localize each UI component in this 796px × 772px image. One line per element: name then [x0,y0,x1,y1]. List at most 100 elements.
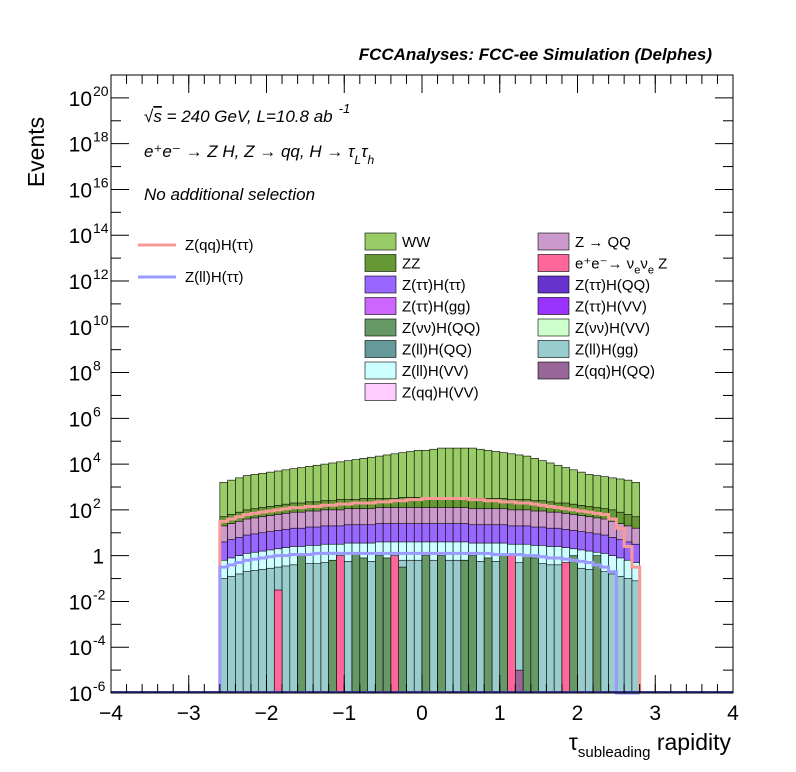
spike-bar [398,566,407,694]
bar-llgg [491,561,501,694]
legend-bkg-label: WW [402,234,431,251]
bar-llgg [445,559,454,694]
spike-bar [468,555,477,694]
legend-bkg-label: Z(ll)H(VV) [402,363,469,380]
spike-bar [359,557,368,694]
y-tick-label: 10 [69,271,92,294]
bar-llgg [413,559,423,694]
legend-bkg-label: Z(νν)H(QQ) [402,320,480,337]
y-tick-exponent: 16 [93,174,109,190]
spike-bar [382,557,392,694]
legend-bkg-swatch [537,318,570,337]
legend-bkg-swatch [537,340,570,358]
spike-bar [375,555,384,694]
y-tick-label: 10 [69,88,92,111]
y-tick-exponent: 2 [93,495,101,511]
x-tick-label: −4 [99,702,123,725]
bar-llgg [553,564,563,694]
y-tick-exponent: 8 [93,358,101,374]
legend-bkg-swatch [364,254,397,272]
x-axis-title: τsubleading rapidity [569,729,732,761]
y-tick-label: 10 [69,500,92,523]
spike-bar [561,562,571,694]
legend-bkg-swatch [537,232,570,251]
legend-bkg-label: Z(ττ)H(ττ) [402,277,466,294]
signal-zqq-htautau-line [218,496,642,693]
legend-bkg-swatch [364,232,397,251]
legend-bkg-label: Z → QQ [575,234,631,251]
spike-bar [390,555,399,694]
bar-llgg [538,563,547,694]
spike-bar [522,555,532,694]
y-tick-exponent: 6 [93,403,101,419]
legend-bkg-label: Z(ττ)H(VV) [575,299,647,316]
bar-llgg [258,569,267,694]
legend-bkg-label: Z(ll)H(QQ) [402,342,472,359]
legend-bkg-swatch [537,361,570,380]
legend-signal: Z(qq)H(ττ) Z(ll)H(ττ) [138,237,254,286]
y-tick-exponent: -4 [93,632,106,648]
legend-bkg-label: Z(ττ)H(QQ) [575,277,650,294]
legend-bkg-label: Z(νν)H(VV) [575,320,650,337]
bar-llgg [452,559,462,694]
process-label: e⁺e⁻ → Z H, Z → qq, H → τLτh [144,142,374,167]
stacked-histograms [219,447,640,694]
bar-llgg [584,569,594,694]
spike-bar [499,555,508,694]
x-axis: −4 −3 −2 −1 0 1 2 3 4 [99,75,739,725]
legend-background: WW Z → QQ ZZ e⁺e⁻→ νeνe Z Z(ττ)H(ττ) Z(ττ)H(Q… [364,232,667,402]
y-tick-label: 10 [69,637,92,660]
bar-llgg [623,578,633,694]
bar-llgg [406,559,415,694]
x-tick-label: 3 [649,702,661,725]
bar-llgg [227,575,236,694]
bar-llgg [235,573,244,694]
legend-bkg-swatch [537,297,570,315]
y-tick-label: 10 [69,134,92,157]
y-tick-label: 10 [69,225,92,248]
x-tick-label: 2 [572,702,584,725]
bar-llgg [343,561,353,694]
spike-bar [592,555,602,694]
spike-bar [328,559,337,694]
bar-llgg [305,563,314,694]
spike-bar [569,555,578,694]
x-tick-label: 4 [727,702,739,725]
spike-bar [507,555,516,694]
bar-llgg [281,565,291,694]
x-tick-label: 1 [494,702,506,725]
spike-bar [460,559,469,694]
x-tick-label: 0 [416,702,428,725]
legend-bkg-swatch [364,275,397,294]
legend-bkg-swatch [364,318,397,337]
y-tick-exponent: 4 [93,449,101,465]
y-tick-exponent: -6 [93,678,106,694]
bar-llgg [600,571,609,694]
y-tick-label: 1 [92,546,104,569]
legend-bkg-label: e⁺e⁻→ νeνe Z [575,256,667,277]
bar-llgg [320,562,329,694]
legend-bkg-label: Z(qq)H(VV) [402,385,479,402]
energy-label: √s = 240 GeV, L=10.8 ab -1 [144,101,350,126]
legend-bkg-swatch [537,254,570,272]
x-tick-label: −2 [255,702,279,725]
bar-llgg [476,561,485,694]
spike-bar [336,555,345,694]
y-tick-label: 10 [69,683,92,706]
bar-llgg [242,571,252,694]
y-tick-label: 10 [69,591,92,614]
y-tick-exponent: 14 [93,220,109,236]
legend-bkg-label: Z(qq)H(QQ) [575,363,655,380]
y-tick-exponent: 10 [93,312,109,328]
y-tick-label: 10 [69,179,92,202]
bar-llgg [289,564,298,694]
y-tick-label: 10 [69,454,92,477]
spike-bar [297,555,306,694]
y-axis-title: Events [23,117,49,187]
spike-bar [273,589,283,694]
spike-bar [483,557,493,694]
legend-bkg-swatch [364,361,397,380]
legend-bkg-swatch [537,275,570,294]
bar-llgg [250,570,260,694]
